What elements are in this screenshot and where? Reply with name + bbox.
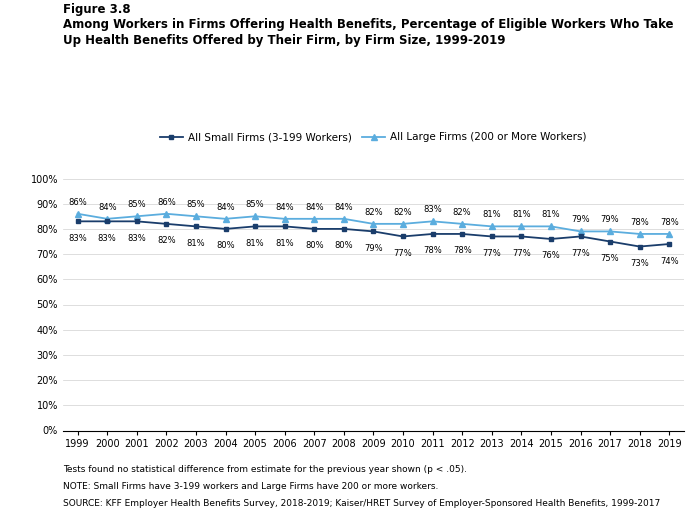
Text: SOURCE: KFF Employer Health Benefits Survey, 2018-2019; Kaiser/HRET Survey of Em: SOURCE: KFF Employer Health Benefits Sur… [63,499,660,508]
Text: 73%: 73% [630,259,649,268]
Text: 83%: 83% [98,234,117,243]
Text: 77%: 77% [571,249,590,258]
Text: 83%: 83% [68,234,87,243]
Text: 75%: 75% [601,254,619,263]
Text: 85%: 85% [246,201,265,209]
Text: 78%: 78% [660,218,678,227]
Text: 85%: 85% [128,201,146,209]
Text: 79%: 79% [364,244,383,253]
Text: 85%: 85% [186,201,205,209]
Text: 83%: 83% [128,234,146,243]
Text: 84%: 84% [276,203,294,212]
Text: 82%: 82% [394,208,413,217]
Text: Figure 3.8: Figure 3.8 [63,3,131,16]
Text: 81%: 81% [246,239,265,248]
Text: 84%: 84% [305,203,324,212]
Text: Tests found no statistical difference from estimate for the previous year shown : Tests found no statistical difference fr… [63,465,467,474]
Text: 84%: 84% [98,203,117,212]
Legend: All Small Firms (3-199 Workers), All Large Firms (200 or More Workers): All Small Firms (3-199 Workers), All Lar… [156,128,591,146]
Text: 81%: 81% [186,239,205,248]
Text: 81%: 81% [276,239,294,248]
Text: 78%: 78% [453,246,472,256]
Text: 79%: 79% [571,215,590,225]
Text: 79%: 79% [601,215,619,225]
Text: 80%: 80% [216,242,235,250]
Text: 80%: 80% [305,242,324,250]
Text: 81%: 81% [542,211,560,219]
Text: 83%: 83% [423,205,442,214]
Text: 84%: 84% [334,203,353,212]
Text: 78%: 78% [630,218,649,227]
Text: 82%: 82% [157,236,176,245]
Text: 76%: 76% [542,251,560,260]
Text: 81%: 81% [512,211,530,219]
Text: 86%: 86% [68,198,87,207]
Text: 80%: 80% [334,242,353,250]
Text: 74%: 74% [660,257,678,266]
Text: 77%: 77% [482,249,501,258]
Text: 77%: 77% [512,249,530,258]
Text: NOTE: Small Firms have 3-199 workers and Large Firms have 200 or more workers.: NOTE: Small Firms have 3-199 workers and… [63,482,438,491]
Text: 78%: 78% [423,246,442,256]
Text: Among Workers in Firms Offering Health Benefits, Percentage of Eligible Workers : Among Workers in Firms Offering Health B… [63,18,674,31]
Text: Up Health Benefits Offered by Their Firm, by Firm Size, 1999-2019: Up Health Benefits Offered by Their Firm… [63,34,505,47]
Text: 81%: 81% [482,211,501,219]
Text: 86%: 86% [157,198,176,207]
Text: 82%: 82% [364,208,383,217]
Text: 84%: 84% [216,203,235,212]
Text: 77%: 77% [394,249,413,258]
Text: 82%: 82% [453,208,471,217]
